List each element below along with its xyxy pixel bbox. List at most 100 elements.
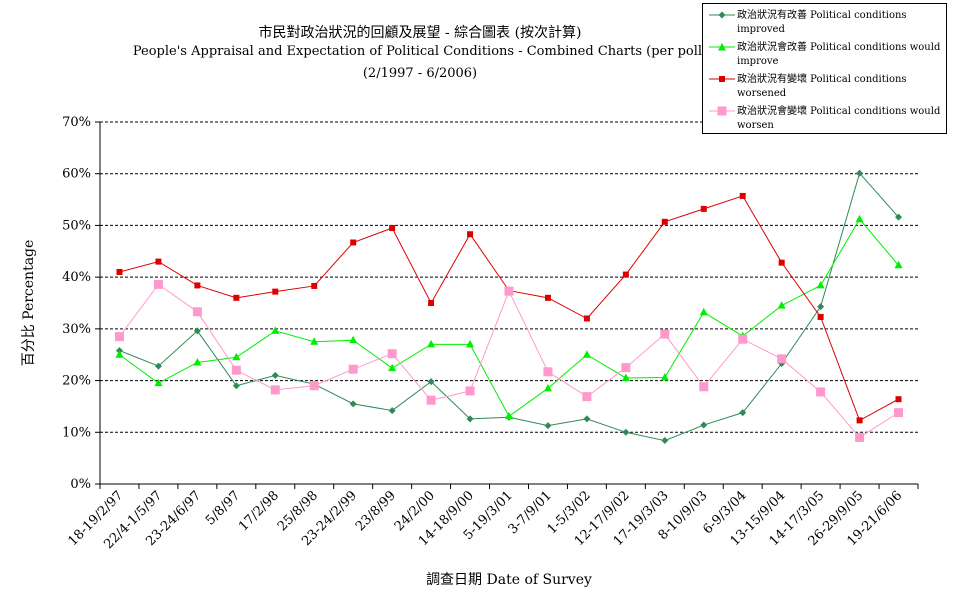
- data-point-square: [583, 315, 590, 322]
- y-tick-label: 70%: [62, 115, 91, 130]
- data-point-triangle: [777, 301, 786, 309]
- legend-symbol-square: [709, 76, 735, 82]
- data-point-square-large: [465, 386, 475, 396]
- data-point-square-large: [660, 329, 670, 339]
- legend-label-line2: improve: [737, 56, 779, 67]
- data-point-square: [622, 271, 629, 278]
- legend-label-line2: improved: [737, 24, 785, 35]
- y-axis-label: 百分比 Percentage: [21, 240, 37, 367]
- legend-item-would-improve: 政治狀況會改善 Political conditions would improv…: [703, 40, 946, 72]
- data-point-square-large: [777, 354, 787, 364]
- data-point-triangle: [855, 214, 864, 223]
- data-point-diamond: [817, 303, 825, 311]
- chart-subtitle: People's Appraisal and Expectation of Po…: [132, 44, 708, 59]
- data-point-square: [895, 396, 902, 403]
- data-point-diamond: [583, 415, 591, 423]
- data-point-diamond: [427, 378, 435, 386]
- data-point-square: [467, 231, 474, 238]
- data-point-diamond: [388, 407, 396, 415]
- legend-symbol-large-square: [709, 106, 735, 116]
- data-point-square: [272, 288, 279, 295]
- data-point-square-large: [894, 408, 904, 418]
- data-point-square: [311, 282, 318, 289]
- data-point-square-large: [504, 286, 514, 296]
- y-tick-label: 20%: [62, 374, 91, 389]
- data-point-square-large: [114, 332, 124, 342]
- data-point-square-large: [816, 387, 826, 397]
- data-point-triangle: [154, 378, 163, 387]
- data-point-square-large: [387, 349, 397, 359]
- data-point-triangle: [310, 337, 319, 345]
- data-point-square-large: [192, 307, 202, 317]
- data-point-square-large: [699, 382, 709, 392]
- data-point-triangle: [115, 350, 124, 358]
- x-tick-label: 23/8/99: [353, 488, 399, 534]
- data-point-square-large: [348, 364, 358, 374]
- legend-label-line2: worsened: [737, 88, 787, 99]
- y-tick-label: 60%: [62, 167, 91, 182]
- data-point-diamond: [349, 400, 357, 408]
- data-point-diamond: [856, 169, 864, 177]
- data-point-triangle: [582, 350, 591, 358]
- y-tick-label: 30%: [62, 322, 91, 337]
- data-point-square-large: [231, 365, 241, 375]
- data-point-square: [233, 294, 240, 301]
- data-point-triangle: [427, 339, 436, 348]
- data-point-diamond: [544, 422, 552, 430]
- data-point-square: [700, 205, 707, 212]
- data-point-diamond: [271, 371, 279, 379]
- data-point-triangle: [193, 357, 202, 366]
- data-point-square: [350, 239, 357, 246]
- y-tick-label: 10%: [62, 425, 91, 440]
- data-point-diamond: [193, 327, 201, 335]
- chart-title: 市民對政治狀況的回顧及展望 - 綜合圖表 (按次計算): [258, 25, 582, 41]
- data-point-diamond: [232, 382, 240, 390]
- data-point-diamond: [739, 409, 747, 417]
- data-point-triangle: [543, 383, 552, 392]
- legend-label-line2: worsen: [737, 120, 774, 131]
- y-tick-label: 0%: [70, 477, 91, 492]
- data-point-diamond: [895, 213, 903, 221]
- legend-item-worsened: 政治狀況有變壞 Political conditions worsened: [703, 72, 946, 104]
- legend-label-line1: 政治狀況有改善 Political conditions: [737, 10, 907, 21]
- legend-item-improved: 政治狀況有改善 Political conditions improved: [703, 8, 946, 40]
- data-point-square: [155, 258, 162, 265]
- data-point-square-large: [309, 381, 319, 391]
- data-point-triangle: [699, 307, 708, 316]
- data-point-square: [661, 218, 668, 225]
- data-point-square: [544, 294, 551, 301]
- data-point-triangle: [388, 363, 397, 372]
- x-axis-label: 調查日期 Date of Survey: [426, 572, 592, 588]
- chart-legend: 政治狀況有改善 Political conditions improved 政治狀…: [702, 3, 947, 134]
- data-point-square-large: [621, 363, 631, 373]
- data-point-triangle: [621, 373, 630, 381]
- data-point-square: [389, 225, 396, 232]
- data-point-triangle: [505, 411, 513, 420]
- data-point-square: [817, 313, 824, 320]
- data-point-square: [739, 192, 746, 199]
- data-point-square-large: [582, 392, 592, 402]
- legend-label-line1: 政治狀況有變壞 Political conditions: [737, 74, 907, 85]
- legend-label-line1: 政治狀況會變壞 Political conditions would: [737, 106, 941, 117]
- data-point-triangle: [271, 326, 280, 334]
- data-point-square: [194, 282, 201, 289]
- data-point-diamond: [661, 437, 669, 445]
- data-point-triangle: [349, 335, 358, 344]
- legend-symbol-diamond: [709, 11, 735, 19]
- chart-period: (2/1997 - 6/2006): [362, 66, 478, 81]
- data-point-square-large: [738, 334, 748, 344]
- data-point-square: [778, 259, 785, 266]
- legend-symbol-triangle: [709, 43, 735, 51]
- data-point-square-large: [426, 395, 436, 405]
- data-point-square-large: [855, 432, 865, 442]
- data-point-square: [856, 417, 863, 424]
- data-point-square-large: [270, 385, 280, 395]
- data-point-square: [428, 300, 435, 306]
- data-point-square-large: [153, 279, 163, 289]
- legend-item-would-worsen: 政治狀況會變壞 Political conditions would worsen: [703, 104, 946, 136]
- data-point-diamond: [466, 415, 474, 423]
- legend-label-line1: 政治狀況會改善 Political conditions would: [737, 42, 941, 53]
- y-tick-label: 40%: [62, 270, 91, 285]
- data-point-diamond: [154, 362, 162, 370]
